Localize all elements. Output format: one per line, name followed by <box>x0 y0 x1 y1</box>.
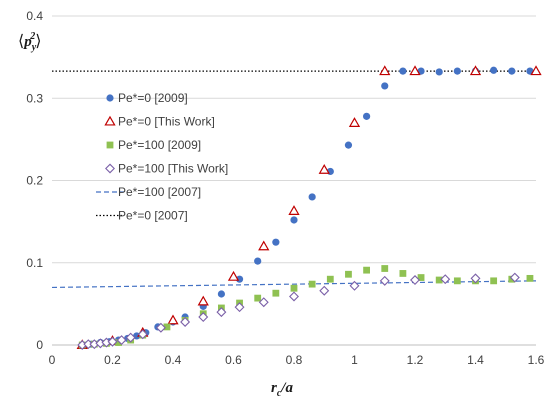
legend-label: Pe*=0 [2007] <box>118 209 188 223</box>
y-axis-title-main: p <box>22 34 32 50</box>
data-point-series-0 <box>508 67 516 75</box>
data-point-series-0 <box>290 216 298 224</box>
x-tick-label: 0.6 <box>225 353 242 367</box>
data-point-series-2 <box>381 265 389 272</box>
x-tick-label: 0.8 <box>286 353 303 367</box>
x-tick-label: 1.2 <box>407 353 424 367</box>
data-point-series-1 <box>197 295 209 306</box>
data-point-series-0 <box>381 82 389 90</box>
data-point-series-2 <box>399 270 407 277</box>
data-point-series-3 <box>234 302 245 313</box>
data-point-series-0 <box>217 290 225 298</box>
data-point-series-3 <box>125 332 136 343</box>
data-point-series-1 <box>258 240 270 251</box>
data-point-series-0 <box>399 67 407 75</box>
data-point-series-0 <box>272 238 280 246</box>
data-point-series-3 <box>216 307 227 318</box>
data-point-series-2 <box>435 276 443 284</box>
data-point-series-1 <box>469 65 482 76</box>
data-point-series-3 <box>319 285 330 296</box>
data-point-series-0 <box>235 275 244 283</box>
data-point-series-3 <box>379 275 390 286</box>
data-point-series-1 <box>530 65 542 76</box>
data-point-series-1 <box>409 65 421 76</box>
data-point-series-1 <box>318 163 330 174</box>
data-point-series-2 <box>363 266 370 274</box>
data-point-series-1 <box>288 205 300 215</box>
x-axis-title: rc/a <box>271 380 293 399</box>
x-tick-label: 0.2 <box>104 353 121 367</box>
data-point-series-3 <box>198 312 209 323</box>
data-point-series-2 <box>345 270 352 278</box>
grid <box>52 15 536 264</box>
data-point-series-1 <box>348 117 361 127</box>
data-point-series-0 <box>308 193 316 201</box>
legend-label: Pe*=100 [2009] <box>118 138 201 152</box>
x-tick-label: 1.4 <box>467 353 484 367</box>
legend-label: Pe*=100 [2007] <box>118 185 201 199</box>
y-tick-label: 0.2 <box>26 174 43 188</box>
x-axis-title-main: r <box>271 380 277 396</box>
x-tick-label: 0 <box>49 353 56 367</box>
legend-swatch <box>106 94 114 102</box>
x-axis-title-sub: c <box>277 388 282 399</box>
tick-labels: 0 0.1 0.2 0.3 0.4 0 0.2 0.4 0.6 0.8 1 1.2 1.4 1.6 <box>26 9 544 367</box>
data-point-series-2 <box>326 275 334 283</box>
data-point-series-3 <box>116 335 127 346</box>
data-point-series-2 <box>290 284 298 292</box>
data-point-series-0 <box>490 66 498 74</box>
data-point-series-2 <box>254 294 262 302</box>
data-point-series-0 <box>363 112 371 120</box>
data-points <box>76 65 542 350</box>
y-axis-title-sub: y <box>31 42 37 53</box>
data-point-series-1 <box>379 65 391 76</box>
data-point-series-2 <box>272 289 280 297</box>
data-point-series-0 <box>344 141 353 149</box>
data-point-series-3 <box>509 272 520 283</box>
y-axis-title-sup: 2 <box>29 31 35 42</box>
data-point-series-3 <box>137 329 148 340</box>
data-point-series-2 <box>453 277 461 285</box>
data-point-series-1 <box>167 314 179 325</box>
data-point-series-2 <box>417 274 425 281</box>
data-point-series-3 <box>349 280 360 291</box>
data-point-series-3 <box>289 291 299 302</box>
legend-label: Pe*=0 [2009] <box>118 91 188 105</box>
data-point-series-3 <box>180 316 191 327</box>
data-point-series-2 <box>308 280 316 288</box>
data-point-series-3 <box>440 274 451 285</box>
data-point-series-2 <box>115 339 122 346</box>
data-point-series-0 <box>453 67 461 75</box>
data-point-series-2 <box>490 277 498 285</box>
legend-label: Pe*=100 [This Work] <box>118 162 228 176</box>
data-point-series-3 <box>470 273 481 284</box>
legend-swatch <box>104 115 116 126</box>
y-tick-label: 0.4 <box>26 9 43 23</box>
data-point-series-3 <box>107 336 118 347</box>
legend-label: Pe*=0 [This Work] <box>118 115 215 129</box>
data-point-series-3 <box>155 322 166 333</box>
legend-swatch <box>106 141 114 149</box>
legend-swatch <box>105 163 115 174</box>
data-point-series-3 <box>410 275 420 286</box>
data-point-series-2 <box>163 323 171 331</box>
y-tick-label: 0 <box>36 338 43 352</box>
x-tick-label: 0.4 <box>165 353 182 367</box>
data-point-series-1 <box>227 270 240 281</box>
legend: Pe*=0 [2009] Pe*=0 [This Work] Pe*=100 [20… <box>96 91 228 223</box>
x-tick-label: 1.6 <box>528 353 545 367</box>
data-point-series-2 <box>526 274 534 282</box>
x-tick-label: 1 <box>351 353 358 367</box>
data-point-series-0 <box>435 68 443 76</box>
y-tick-label: 0.3 <box>26 91 43 105</box>
data-point-series-0 <box>254 257 262 265</box>
data-point-series-3 <box>258 297 269 308</box>
y-axis-title: ⟨py2⟩ <box>18 31 41 53</box>
x-axis-title-tail: /a <box>280 380 293 396</box>
y-tick-label: 0.1 <box>26 256 43 270</box>
